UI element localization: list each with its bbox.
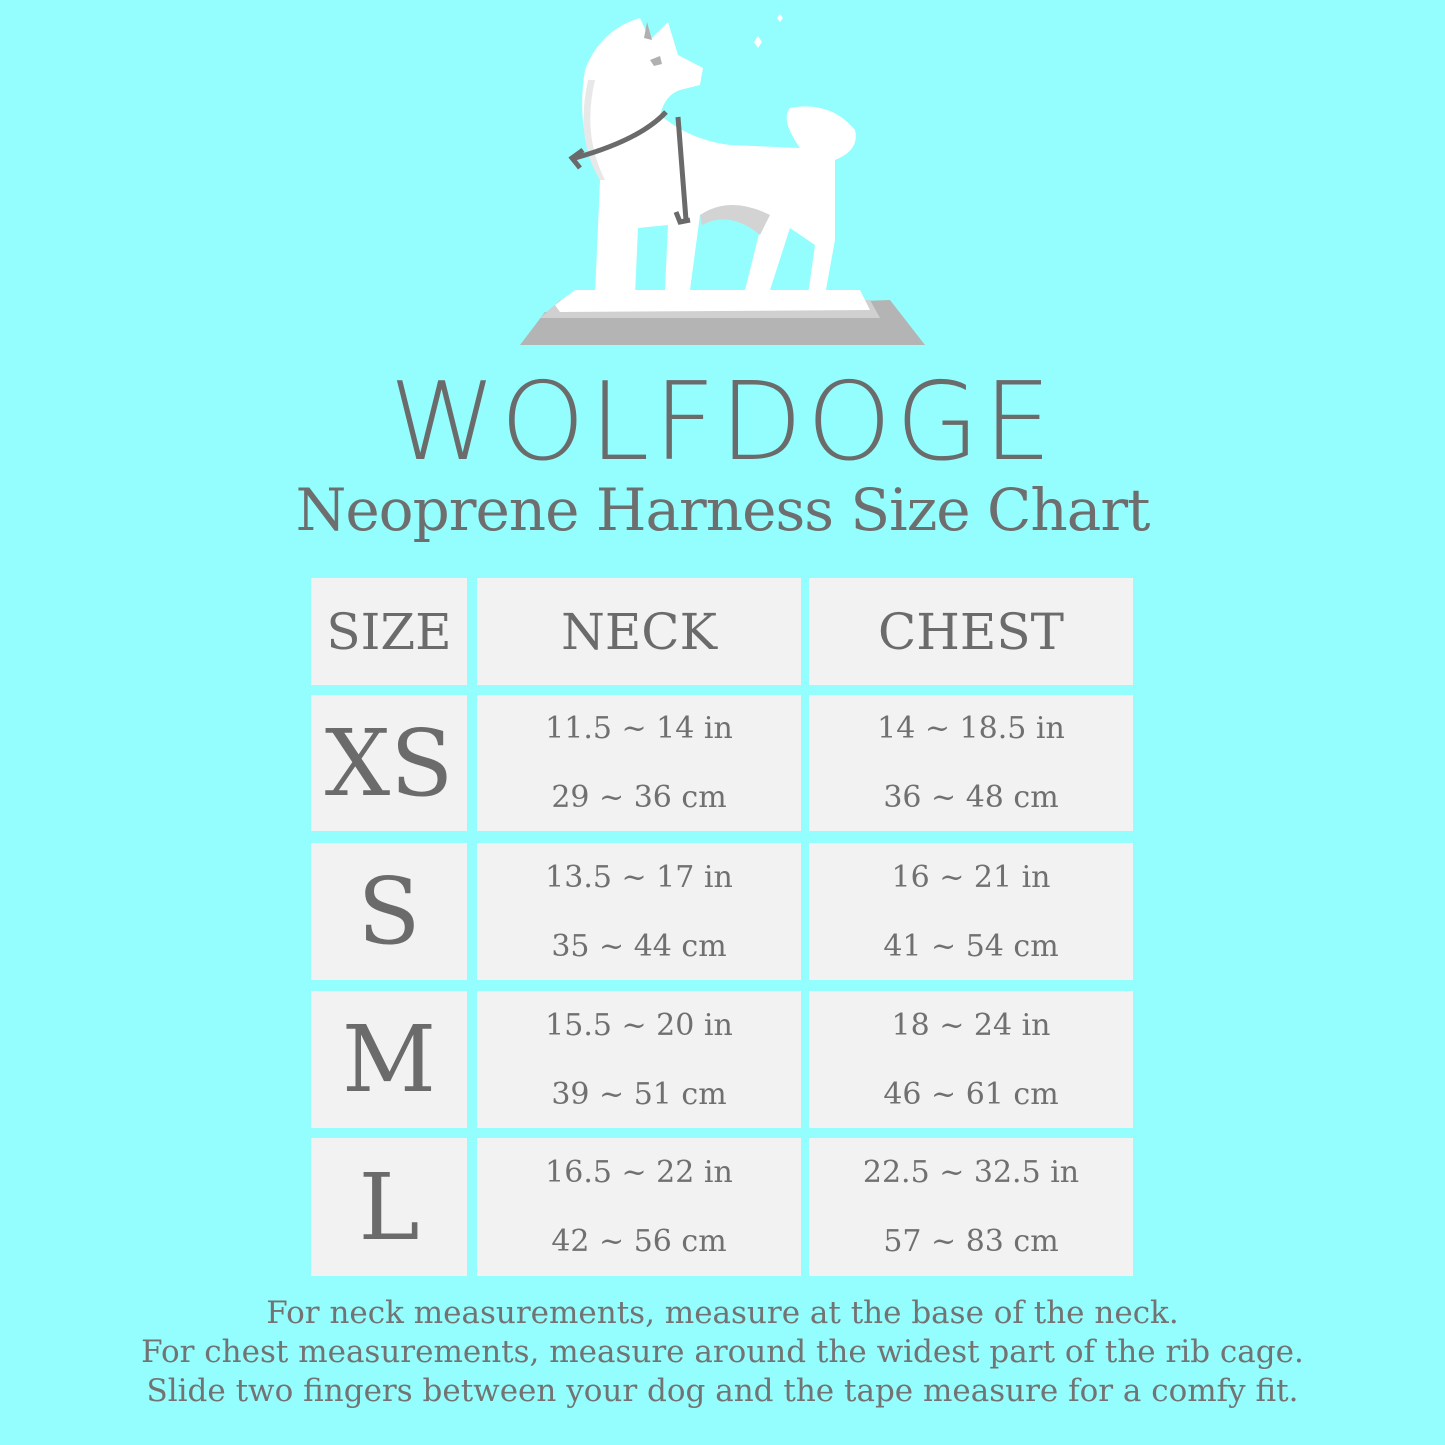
chart-subtitle: Neoprene Harness Size Chart — [295, 476, 1151, 544]
note-neck: For neck measurements, measure at the ba… — [266, 1295, 1179, 1331]
neck-s: 13.5 ~ 17 in 35 ~ 44 cm — [477, 843, 801, 980]
neck-in: 15.5 ~ 20 in — [545, 1007, 733, 1043]
size-s: S — [311, 843, 467, 980]
neck-cm: 39 ~ 51 cm — [551, 1076, 727, 1112]
header-chest: CHEST — [809, 578, 1133, 685]
chest-cm: 46 ~ 61 cm — [883, 1076, 1059, 1112]
chest-s: 16 ~ 21 in 41 ~ 54 cm — [809, 843, 1133, 980]
measurement-notes: For neck measurements, measure at the ba… — [0, 1294, 1445, 1411]
chest-xs: 14 ~ 18.5 in 36 ~ 48 cm — [809, 695, 1133, 831]
header-neck: NECK — [477, 578, 801, 685]
chest-cm: 36 ~ 48 cm — [883, 780, 1059, 815]
size-m: M — [311, 991, 467, 1128]
chest-in: 22.5 ~ 32.5 in — [862, 1155, 1080, 1190]
chest-cm: 57 ~ 83 cm — [883, 1224, 1059, 1259]
neck-cm: 29 ~ 36 cm — [551, 780, 727, 815]
neck-in: 11.5 ~ 14 in — [545, 711, 733, 746]
neck-m: 15.5 ~ 20 in 39 ~ 51 cm — [477, 991, 801, 1128]
note-fit: Slide two fingers between your dog and t… — [146, 1373, 1299, 1409]
chest-l: 22.5 ~ 32.5 in 57 ~ 83 cm — [809, 1138, 1133, 1276]
brand-name: WOLFDOGE — [389, 360, 1056, 485]
neck-cm: 42 ~ 56 cm — [551, 1224, 727, 1259]
dog-illustration — [520, 14, 925, 345]
header-size: SIZE — [311, 578, 467, 685]
neck-l: 16.5 ~ 22 in 42 ~ 56 cm — [477, 1138, 801, 1276]
dog-icon — [568, 14, 856, 295]
note-chest: For chest measurements, measure around t… — [141, 1334, 1304, 1370]
rock-icon — [520, 290, 925, 345]
chest-m: 18 ~ 24 in 46 ~ 61 cm — [809, 991, 1133, 1128]
chest-in: 18 ~ 24 in — [891, 1007, 1051, 1043]
chest-in: 14 ~ 18.5 in — [877, 711, 1065, 746]
neck-xs: 11.5 ~ 14 in 29 ~ 36 cm — [477, 695, 801, 831]
chest-cm: 41 ~ 54 cm — [883, 928, 1059, 964]
chest-in: 16 ~ 21 in — [891, 859, 1051, 895]
size-xs: XS — [311, 695, 467, 831]
size-l: L — [311, 1138, 467, 1276]
neck-cm: 35 ~ 44 cm — [551, 928, 727, 964]
neck-in: 16.5 ~ 22 in — [545, 1155, 733, 1190]
neck-in: 13.5 ~ 17 in — [545, 859, 733, 895]
